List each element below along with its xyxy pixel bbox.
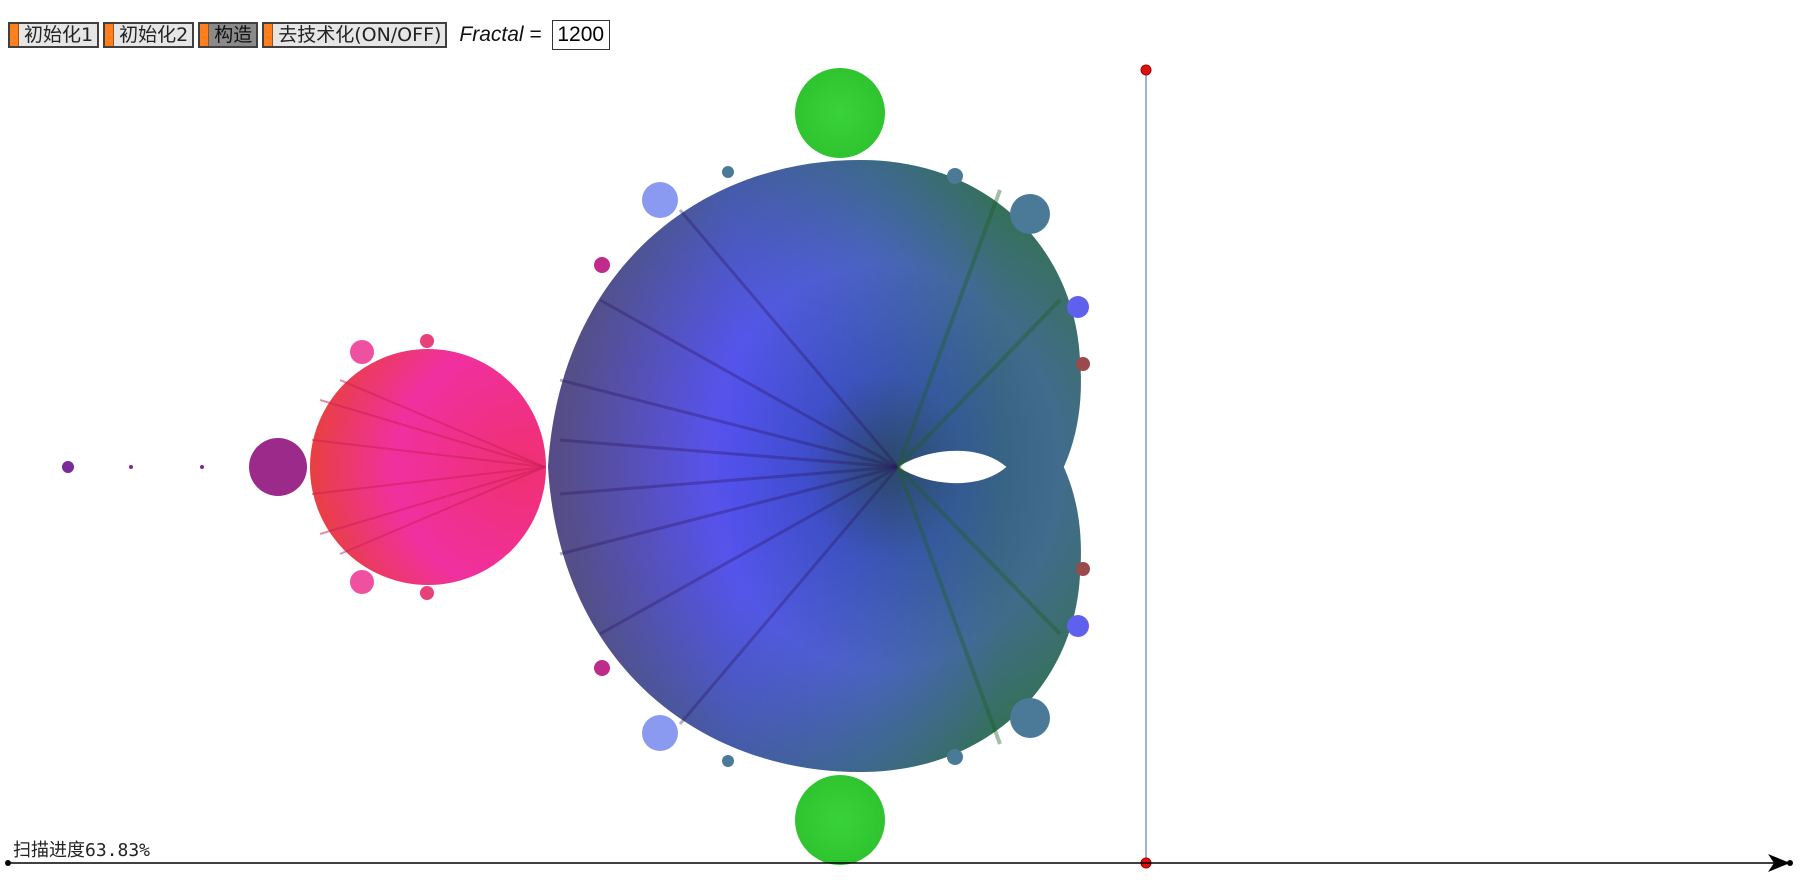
construct-button[interactable]: 构造 bbox=[198, 22, 259, 48]
fractal-input[interactable] bbox=[551, 20, 610, 50]
init2-label: 初始化2 bbox=[119, 24, 189, 46]
axis-origin-point[interactable] bbox=[5, 860, 11, 866]
button-accent bbox=[264, 24, 274, 46]
button-accent bbox=[200, 24, 210, 46]
pink-bulb bbox=[62, 334, 546, 600]
fractal-equals: = bbox=[523, 23, 542, 46]
init1-label: 初始化1 bbox=[24, 24, 94, 46]
init2-button[interactable]: 初始化2 bbox=[103, 22, 195, 48]
toolbar: 初始化1 初始化2 构造 去技术化(ON/OFF) Fractal = bbox=[8, 20, 610, 50]
scan-top-point[interactable] bbox=[1140, 64, 1152, 76]
axis-end-point[interactable] bbox=[1787, 860, 1793, 866]
scan-progress-text: 扫描进度63.83% bbox=[13, 840, 151, 861]
fractal-name: Fractal bbox=[459, 23, 524, 46]
init1-button[interactable]: 初始化1 bbox=[8, 22, 100, 48]
detech-label: 去技术化(ON/OFF) bbox=[278, 24, 442, 46]
minor-bulbs bbox=[594, 166, 1090, 767]
fractal-label: Fractal = bbox=[459, 23, 541, 47]
mandelbrot-cardioid bbox=[548, 160, 1081, 772]
x-axis-arrow-icon bbox=[1768, 854, 1790, 872]
construct-label: 构造 bbox=[214, 24, 253, 46]
button-accent bbox=[10, 24, 19, 46]
button-accent bbox=[105, 24, 115, 46]
green-bulbs bbox=[795, 68, 885, 865]
detech-toggle-button[interactable]: 去技术化(ON/OFF) bbox=[262, 22, 448, 48]
